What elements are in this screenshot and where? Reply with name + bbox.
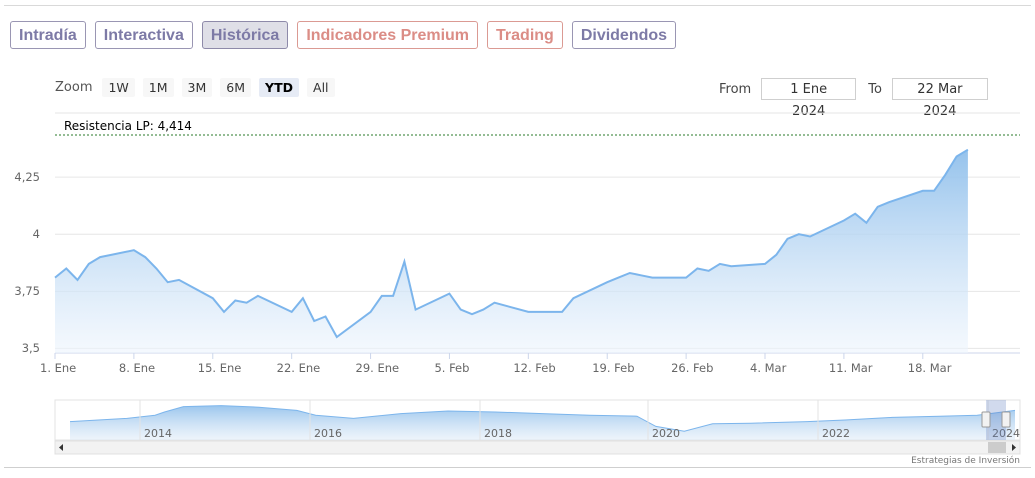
x-axis-label: 8. Ene (118, 361, 156, 375)
y-axis-label: 3,75 (14, 284, 40, 299)
tab-dividendos[interactable]: Dividendos (571, 21, 677, 49)
tab-trading[interactable]: Trading (487, 21, 563, 49)
tab-intradia[interactable]: Intradía (10, 21, 86, 49)
x-axis-label: 5. Feb (434, 361, 470, 375)
scroll-left-arrow-icon[interactable] (59, 444, 63, 451)
navigator-scrollbar[interactable] (54, 440, 1021, 455)
tab-interactiva[interactable]: Interactiva (94, 21, 193, 49)
bottom-divider (4, 467, 1031, 468)
navigator-year-label: 2016 (314, 427, 342, 440)
navigator-left-handle[interactable] (981, 411, 991, 428)
zoom-6m-button[interactable]: 6M (220, 78, 252, 97)
navigator-area (70, 405, 1015, 440)
navigator-year-label: 2022 (822, 427, 850, 440)
price-line (54, 148, 969, 339)
price-area (55, 149, 968, 353)
top-divider (4, 5, 1031, 6)
date-range: From 1 Ene 2024 To 22 Mar 2024 (719, 78, 988, 119)
scrollbar-thumb[interactable] (988, 442, 1006, 453)
navigator-year-label: 2014 (144, 427, 172, 440)
scroll-right-arrow-icon[interactable] (1012, 444, 1016, 451)
x-tick-marks (54, 353, 924, 359)
y-axis-label: 3,5 (21, 341, 40, 356)
x-axis-label: 18. Mar (907, 361, 952, 375)
navigator[interactable]: 2014 2016 2018 2020 2022 2024 (54, 399, 1021, 455)
y-axis-label: 4 (32, 227, 40, 242)
credit-text: Estrategias de Inversión (911, 456, 1020, 466)
navigator-line (69, 405, 1016, 432)
zoom-1m-button[interactable]: 1M (142, 78, 174, 97)
navigator-year-label: 2018 (484, 427, 512, 440)
zoom-1w-button[interactable]: 1W (102, 78, 135, 97)
zoom-all-button[interactable]: All (307, 78, 335, 97)
to-label: To (868, 81, 882, 97)
navigator-year-label: 2020 (652, 427, 680, 440)
zoom-selector: Zoom 1W 1M 3M 6M YTD All (55, 78, 335, 97)
from-date-input[interactable]: 1 Ene 2024 (761, 78, 857, 119)
from-label: From (719, 81, 752, 97)
x-axis-label: 15. Ene (197, 361, 242, 375)
zoom-label: Zoom (55, 80, 93, 95)
x-axis-label: 26. Feb (671, 361, 714, 375)
x-axis-label: 11. Mar (828, 361, 873, 375)
x-axis-label: 29. Ene (355, 361, 400, 375)
zoom-3m-button[interactable]: 3M (181, 78, 213, 97)
navigator-right-handle[interactable] (1001, 411, 1011, 428)
tab-indicadores-premium[interactable]: Indicadores Premium (297, 21, 479, 49)
x-axis-label: 19. Feb (592, 361, 635, 375)
zoom-ytd-button[interactable]: YTD (259, 78, 300, 97)
navigator-year-label: 2024 (992, 427, 1020, 440)
x-axis-label: 4. Mar (750, 361, 787, 375)
x-axis-label: 12. Feb (513, 361, 556, 375)
x-axis-label: 1. Ene (40, 361, 77, 375)
resistance-label: Resistencia LP: 4,414 (64, 119, 192, 133)
tab-historica[interactable]: Histórica (201, 21, 289, 49)
tab-bar: Intradía Interactiva Histórica Indicador… (10, 21, 677, 49)
to-date-input[interactable]: 22 Mar 2024 (891, 78, 988, 119)
x-axis-label: 22. Ene (276, 361, 321, 375)
navigator-selection[interactable] (986, 400, 1006, 440)
y-axis-label: 4,25 (14, 170, 40, 185)
